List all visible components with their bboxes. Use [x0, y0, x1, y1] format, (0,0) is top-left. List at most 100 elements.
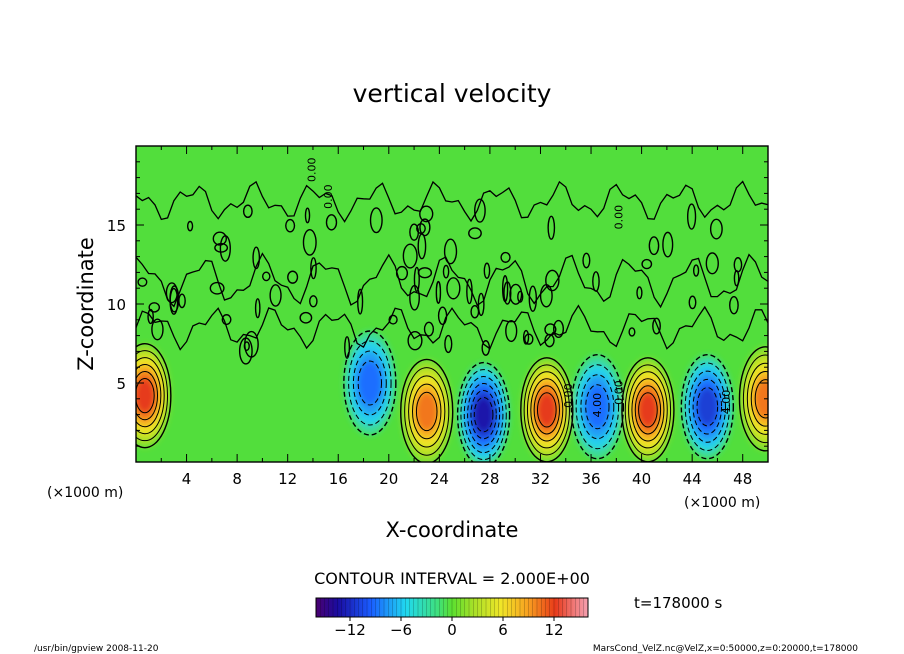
footer-right: MarsCond_VelZ.nc@VelZ,x=0:50000,z=0:2000…	[593, 644, 858, 654]
contour-ring-8-4	[754, 379, 768, 419]
small-contour-27	[547, 215, 556, 240]
field-blob-5-3	[585, 384, 610, 429]
small-contour-52	[252, 246, 261, 270]
small-contour-87	[528, 285, 538, 312]
contour-ring-4-2	[526, 371, 567, 449]
contour-ring-7-4	[696, 387, 719, 427]
contour-label-group: 0.00 0.00 0.00 0.00 0.00 4.00 4.00	[305, 157, 733, 417]
contour-ring-6-1	[624, 364, 672, 456]
zero-contour-line-1	[136, 252, 768, 309]
small-contour-6	[209, 281, 225, 295]
contour-ring-2-0	[400, 358, 454, 462]
small-contour-19	[709, 218, 723, 240]
contour-label: 4.00	[720, 390, 733, 415]
small-contour-25	[212, 231, 227, 246]
contour-label: 0.00	[613, 380, 626, 405]
x-unit-left: (×1000 m)	[47, 485, 123, 501]
x-tick-label: 4	[182, 470, 192, 488]
small-contour-80	[500, 251, 511, 263]
small-contour-58	[417, 267, 433, 279]
contour-ring-3-1	[460, 369, 507, 461]
contour-ring-6-3	[631, 378, 665, 442]
small-contour-21	[269, 284, 282, 307]
colorbar-tick-label: 0	[447, 621, 457, 639]
x-axis-label: X-coordinate	[386, 518, 519, 542]
contour-ring-4-3	[530, 378, 564, 442]
small-contour-43	[443, 238, 458, 265]
small-contour-12	[509, 283, 523, 305]
small-contour-4	[553, 319, 565, 339]
small-contour-78	[423, 321, 435, 337]
contour-ring-5-1	[575, 364, 620, 450]
field-blob-1-3	[358, 361, 382, 405]
contour-ring-0-2	[136, 357, 165, 435]
x-tick-label: 44	[683, 470, 702, 488]
contour-ring-7-3	[692, 378, 723, 435]
small-contour-23	[501, 275, 509, 303]
contour-ring-7-1	[684, 362, 730, 451]
x-tick-label: 8	[232, 470, 242, 488]
small-contour-36	[582, 252, 591, 269]
field-blob-3-5	[474, 397, 493, 432]
contour-ring-2-1	[404, 367, 450, 456]
small-contour-17	[299, 311, 313, 324]
small-contour-66	[309, 295, 318, 308]
contour-ring-0-0	[136, 342, 172, 449]
contour-ring-3-3	[467, 383, 501, 447]
contour-ring-2-4	[415, 391, 438, 432]
small-contour-15	[729, 296, 739, 315]
field-blob-8-4	[755, 379, 768, 418]
small-contour-53	[325, 214, 338, 231]
x-tick-label: 28	[480, 470, 499, 488]
x-tick-label: 12	[278, 470, 297, 488]
contour-ring-1-3	[357, 360, 382, 406]
small-contour-70	[483, 262, 491, 279]
contour-ring-0-5	[136, 377, 155, 414]
small-contour-32	[628, 327, 636, 337]
small-contour-71	[648, 236, 660, 256]
field-blob-7-4	[697, 387, 718, 426]
small-contour-67	[705, 252, 719, 275]
small-contour-47	[446, 277, 461, 300]
contour-label: 0.00	[322, 184, 335, 209]
small-contour-64	[636, 286, 643, 300]
contour-label: 0.00	[305, 157, 318, 182]
small-contour-29	[468, 227, 482, 240]
colorbar-tick-label: −12	[334, 621, 366, 639]
contour-ring-4-5	[536, 392, 557, 428]
small-contour-24	[419, 218, 431, 237]
small-contour-79	[287, 270, 299, 284]
field-blob-4-5	[537, 392, 557, 428]
small-contour-72	[517, 290, 524, 303]
small-contour-89	[147, 308, 154, 325]
small-contour-37	[186, 220, 194, 232]
small-contour-55	[692, 264, 700, 277]
x-tick-label: 40	[632, 470, 651, 488]
contour-ring-8-0	[738, 346, 768, 452]
small-contour-35	[417, 233, 427, 260]
colorbar-tick-label: 12	[544, 621, 563, 639]
contour-label: 0.00	[562, 383, 575, 408]
contour-ring-3-0	[456, 361, 511, 462]
small-contour-73	[369, 207, 383, 234]
contour-ring-3-2	[463, 376, 504, 454]
contour-ring-4-1	[523, 364, 570, 456]
small-contour-54	[652, 317, 661, 335]
small-contour-0	[442, 264, 450, 279]
small-contour-68	[310, 257, 317, 280]
contour-ring-8-1	[742, 354, 768, 444]
contour-ring-1-1	[348, 340, 392, 426]
x-axis-ticks: 4 8 12 16 20 24 28 32 36 40 44 48	[135, 146, 769, 488]
contour-ring-0-4	[136, 371, 159, 421]
x-tick-label: 48	[733, 470, 752, 488]
small-contour-41	[545, 269, 560, 292]
small-contour-61	[470, 304, 480, 319]
small-contour-82	[522, 329, 530, 345]
small-contour-30	[444, 334, 453, 354]
contour-ring-6-2	[628, 371, 668, 449]
small-contour-69	[733, 257, 743, 273]
contour-ring-6-4	[634, 385, 662, 435]
small-contour-11	[285, 218, 296, 233]
x-tick-label: 36	[581, 470, 600, 488]
